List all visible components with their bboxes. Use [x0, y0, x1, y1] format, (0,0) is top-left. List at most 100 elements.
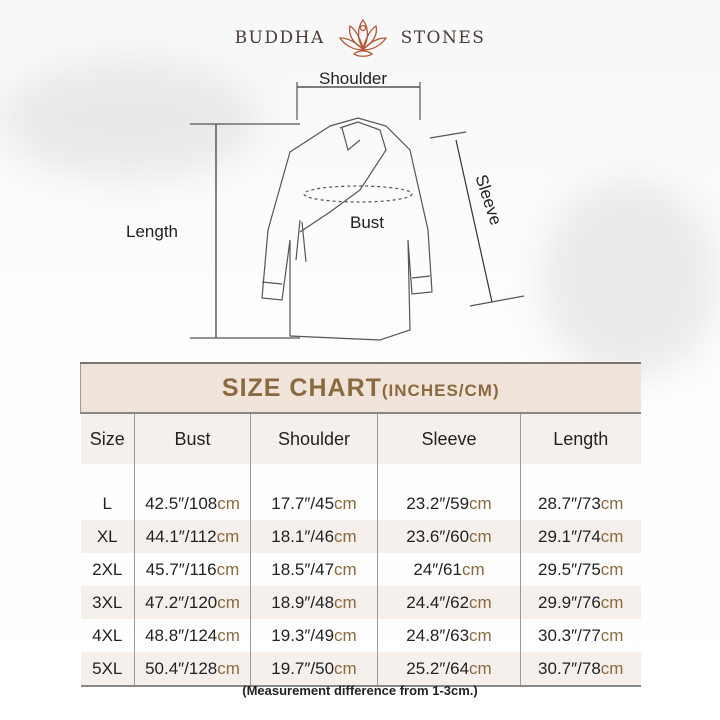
table-row: 5XL 50.4″/128cm 19.7″/50cm 25.2″/64cm 30.7″/…	[80, 652, 641, 687]
lotus-meditation-icon	[338, 18, 387, 57]
column-header: Shoulder	[250, 413, 378, 464]
measurement-cell: 18.1″/46cm	[250, 520, 378, 553]
unit-label: cm	[469, 625, 492, 645]
measurement-cell: 18.5″/47cm	[250, 553, 378, 586]
unit-label: cm	[334, 658, 357, 678]
measurement-value: 17.7″/45	[271, 494, 335, 513]
unit-label: cm	[469, 526, 492, 546]
unit-label: cm	[334, 526, 357, 546]
measurement-cell: 44.1″/112cm	[134, 520, 251, 553]
measurement-cell: 24.8″/63cm	[377, 619, 521, 652]
measurement-cell: 23.2″/59cm	[377, 464, 521, 520]
table-row: 2XL 45.7″/116cm 18.5″/47cm 24″/61cm 29.5″/75…	[81, 553, 641, 586]
brand-logo: BUDDHA STONES	[0, 18, 720, 58]
measurement-value: 25.2″/64	[406, 658, 470, 678]
brand-right: STONES	[400, 28, 486, 48]
measurement-value: 48.8″/124	[145, 625, 218, 645]
measurement-cell: 19.3″/49cm	[250, 619, 378, 652]
measurement-note: (Measurement difference from 1-3cm.)	[242, 683, 478, 698]
mountain-mist	[540, 180, 720, 380]
size-cell: XL	[80, 520, 135, 553]
measurement-cell: 42.5″/108cm	[134, 464, 251, 520]
measurement-value: 19.3″/49	[271, 625, 335, 645]
measurement-value: 44.1″/112	[145, 526, 217, 546]
measurement-cell: 47.2″/120cm	[134, 586, 251, 619]
column-header: Sleeve	[377, 413, 521, 464]
measurement-cell: 29.5″/75cm	[519, 553, 641, 586]
measurement-value: 29.1″/74	[538, 526, 601, 546]
bust-label: Bust	[350, 213, 385, 232]
size-cell: 5XL	[80, 652, 135, 687]
measurement-cell: 50.4″/128cm	[134, 652, 251, 687]
shoulder-label: Shoulder	[319, 69, 388, 88]
table-row: XL 44.1″/112cm 18.1″/46cm 23.6″/60cm 29.1″/7…	[80, 520, 641, 553]
unit-label: cm	[469, 494, 492, 513]
brand-left: BUDDHA	[234, 28, 325, 48]
measurement-cell: 30.7″/78cm	[519, 652, 641, 687]
unit-label: cm	[216, 559, 240, 579]
size-cell: 4XL	[92, 625, 123, 645]
measurement-cell: 19.7″/50cm	[250, 652, 378, 687]
measurement-value: 23.2″/59	[406, 494, 470, 513]
measurement-cell: 48.8″/124cm	[134, 619, 251, 652]
unit-label: cm	[600, 592, 624, 612]
unit-label: cm	[600, 526, 624, 546]
unit-label: cm	[469, 592, 492, 612]
size-chart-table: SIZE CHART(INCHES/CM) Size Bust Shoulder Sl…	[79, 362, 641, 687]
measurement-value: 47.2″/120	[145, 592, 218, 612]
column-header: Length	[519, 413, 641, 464]
unit-label: cm	[600, 494, 624, 513]
mountain-mist	[0, 60, 260, 180]
measurement-value: 18.5″/47	[271, 559, 335, 579]
measurement-cell: 29.1″/74cm	[519, 520, 641, 553]
column-header: Bust	[134, 413, 251, 464]
size-chart-title: SIZE CHART(INCHES/CM)	[79, 362, 641, 414]
unit-label: cm	[600, 658, 624, 678]
measurement-value: 19.7″/50	[271, 658, 335, 678]
length-label: Length	[126, 222, 178, 241]
measurement-cell: 24.4″/62cm	[377, 586, 521, 619]
measurement-cell: 24″/61cm	[377, 553, 521, 586]
measurement-value: 24″/61	[413, 559, 462, 579]
measurement-value: 18.9″/48	[271, 592, 335, 612]
table-row: L 42.5″/108cm 17.7″/45cm 23.2″/59cm 28.7″/73…	[81, 464, 641, 520]
unit-label: cm	[216, 526, 240, 546]
measurement-cell: 17.7″/45cm	[250, 464, 378, 520]
unit-label: cm	[461, 559, 485, 579]
measurement-cell: 45.7″/116cm	[134, 553, 251, 586]
measurement-value: 30.3″/77	[538, 625, 601, 645]
unit-label: cm	[217, 494, 240, 513]
table-row: 3XL 47.2″/120cm 18.9″/48cm 24.4″/62cm 29.9″/…	[80, 586, 641, 619]
unit-label: cm	[334, 559, 357, 579]
unit-label: cm	[600, 559, 624, 579]
unit-label: cm	[217, 592, 240, 612]
unit-label: cm	[334, 592, 357, 612]
measurement-value: 24.8″/63	[406, 625, 470, 645]
unit-label: cm	[334, 494, 357, 513]
unit-label: cm	[469, 658, 492, 678]
units-label: (INCHES/CM)	[381, 380, 500, 400]
measurement-value: 29.9″/76	[538, 592, 601, 612]
measurement-cell: 30.3″/77cm	[519, 619, 641, 652]
size-cell: 3XL	[80, 586, 135, 619]
measurement-value: 28.7″/73	[538, 494, 601, 513]
table-row: 4XL 48.8″/124cm 19.3″/49cm 24.8″/63cm 30.3″/…	[81, 619, 641, 652]
measurement-cell: 18.9″/48cm	[250, 586, 378, 619]
measurement-cell: 23.6″/60cm	[377, 520, 521, 553]
unit-label: cm	[217, 658, 240, 678]
measurement-cell: 29.9″/76cm	[519, 586, 641, 619]
column-header: Size	[80, 413, 135, 464]
unit-label: cm	[334, 625, 357, 645]
size-cell: 2XL	[92, 559, 123, 579]
measurement-value: 30.7″/78	[538, 658, 601, 678]
measurement-value: 29.5″/75	[538, 559, 601, 579]
measurement-value: 23.6″/60	[406, 526, 470, 546]
measurement-value: 45.7″/116	[145, 559, 217, 579]
measurement-cell: 25.2″/64cm	[377, 652, 521, 687]
measurement-value: 42.5″/108	[145, 494, 218, 513]
measurement-value: 50.4″/128	[145, 658, 218, 678]
measurement-value: 24.4″/62	[406, 592, 470, 612]
measurement-value: 18.1″/46	[271, 526, 335, 546]
size-cell: L	[102, 494, 112, 513]
measurement-cell: 28.7″/73cm	[519, 464, 641, 520]
